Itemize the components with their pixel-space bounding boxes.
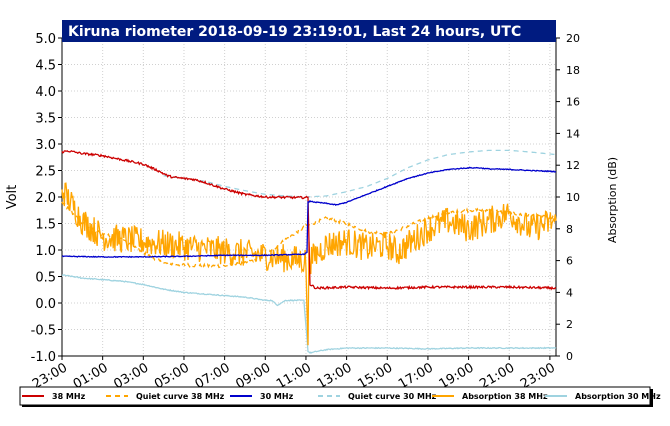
series-line — [61, 149, 557, 291]
y-tick-label: -1.0 — [31, 350, 56, 365]
y-axis-title: Volt — [5, 185, 20, 210]
y-tick-label: 4.0 — [35, 85, 56, 100]
y2-tick-label: 0 — [566, 350, 573, 363]
series-line — [61, 166, 557, 259]
y-tick-label: 0.0 — [35, 297, 56, 312]
legend-label: 30 MHz — [260, 392, 294, 401]
legend-label: Absorption 30 MHz — [575, 392, 661, 401]
series-line — [163, 149, 557, 198]
title-bar — [62, 20, 556, 42]
legend-label: 38 MHz — [52, 392, 86, 401]
y-tick-label: 2.0 — [35, 191, 56, 206]
y-tick-label: 1.0 — [35, 244, 56, 259]
right-axis-ticks: 0 2 4 6 8 10 12 14 16 18 20 — [556, 32, 580, 363]
y-tick-label: 5.0 — [35, 32, 56, 47]
legend-label: Absorption 38 MHz — [462, 392, 548, 401]
left-axis-ticks: -1.0 -0.5 0.0 0.5 1.0 1.5 2.0 2.5 3.0 3.5 4.0 4.5 5.… — [31, 32, 62, 365]
y-tick-label: 2.5 — [35, 165, 56, 180]
y-tick-label: -0.5 — [31, 324, 56, 339]
y2-tick-label: 16 — [566, 96, 580, 109]
legend-shadow-bottom — [22, 405, 653, 407]
y2-tick-label: 6 — [566, 255, 573, 268]
y2-tick-label: 4 — [566, 286, 573, 299]
y2-axis-title: Absorption (dB) — [606, 157, 619, 243]
series-line — [62, 274, 557, 354]
chart-title: Kiruna riometer 2018-09-19 23:19:01, Las… — [68, 24, 521, 40]
legend-label: Quiet curve 38 MHz — [136, 392, 225, 401]
y2-tick-label: 12 — [566, 159, 580, 172]
series-layer — [61, 149, 557, 354]
y2-tick-label: 10 — [566, 191, 580, 204]
y2-tick-label: 18 — [566, 64, 580, 77]
y-tick-label: 1.5 — [35, 218, 56, 233]
y2-tick-label: 8 — [566, 223, 573, 236]
y-tick-label: 3.0 — [35, 138, 56, 153]
y2-tick-label: 2 — [566, 318, 573, 331]
y-tick-label: 3.5 — [35, 112, 56, 127]
legend: 38 MHz Quiet curve 38 MHz 30 MHz Quiet curv… — [22, 392, 661, 401]
y-tick-label: 4.5 — [35, 59, 56, 74]
y2-tick-label: 14 — [566, 127, 580, 140]
y2-tick-label: 20 — [566, 32, 580, 45]
legend-shadow-right — [650, 389, 653, 407]
y-tick-label: 0.5 — [35, 271, 56, 286]
legend-label: Quiet curve 30 MHz — [348, 392, 437, 401]
